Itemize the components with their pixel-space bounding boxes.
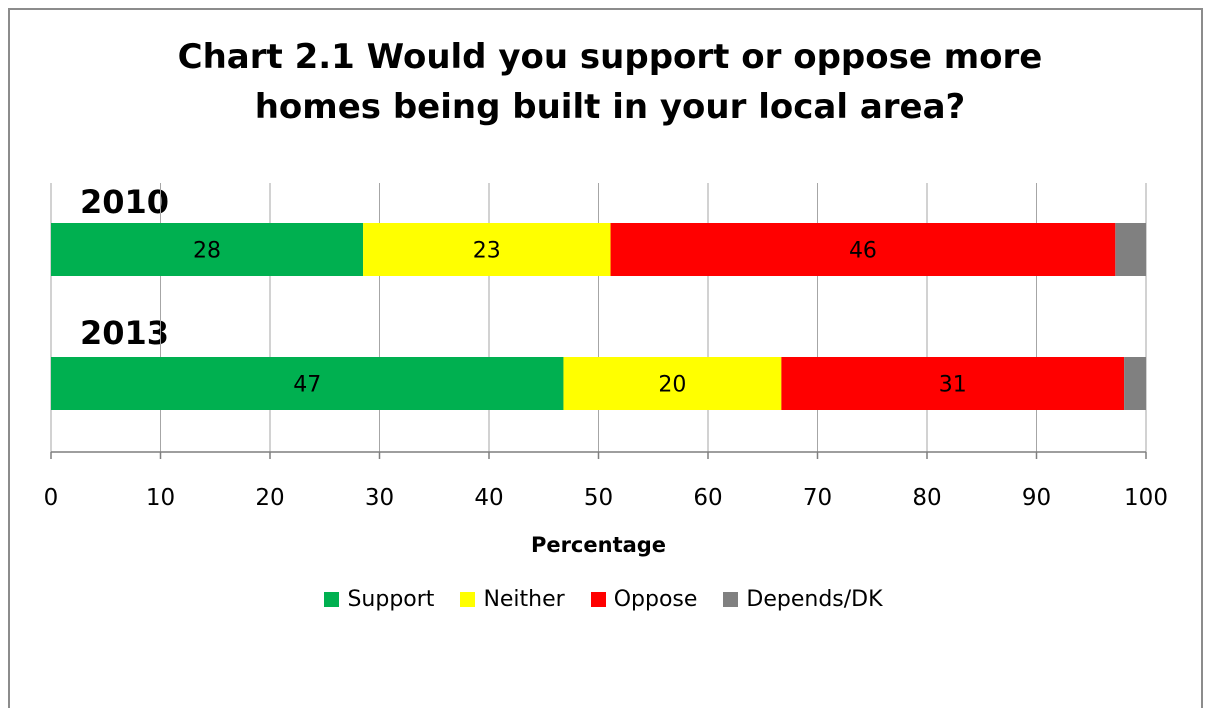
legend-swatch-support (324, 592, 340, 607)
x-tick-label-20: 20 (255, 485, 284, 511)
legend-label-depends-dk: Depends/DK (746, 587, 883, 612)
x-tick-label-40: 40 (474, 485, 503, 511)
bar-2010-neither (363, 223, 611, 276)
bar-2010-support (51, 223, 364, 276)
x-tick-label-0: 0 (44, 485, 59, 511)
legend-item-neither: Neither (460, 587, 565, 612)
legend-item-oppose: Oppose (590, 587, 698, 612)
data-label-2013-neither: 20 (658, 373, 686, 398)
x-axis-title: Percentage (531, 533, 666, 557)
x-tick-label-10: 10 (146, 485, 175, 511)
legend-item-depends-dk: Depends/DK (723, 587, 883, 612)
data-label-2013-support: 47 (293, 373, 321, 398)
x-tick-label-100: 100 (1124, 485, 1168, 511)
data-label-2010-neither: 23 (473, 239, 501, 264)
data-label-2013-oppose: 31 (939, 373, 967, 398)
x-tick-label-70: 70 (803, 485, 832, 511)
legend-swatch-oppose (590, 592, 606, 607)
data-label-2010-oppose: 46 (849, 239, 877, 264)
x-tick-label-50: 50 (584, 485, 613, 511)
bar-2013-depends-dk (1124, 357, 1146, 410)
bar-2013-support (51, 357, 564, 410)
legend-swatch-depends-dk (723, 592, 739, 607)
category-label-2013: 2013 (80, 314, 170, 352)
x-tick-label-80: 80 (912, 485, 941, 511)
bar-2010-depends-dk (1115, 223, 1146, 276)
data-label-2010-support: 28 (193, 239, 221, 264)
chart-plot: 28 23 46 47 20 31 0 10 20 30 40 50 60 70 80 90 100 Percen… (44, 183, 1168, 557)
legend-label-oppose: Oppose (613, 587, 698, 612)
legend-label-support: Support (347, 587, 435, 612)
legend-item-support: Support (324, 587, 434, 612)
legend: Support Neither Oppose Depends/DK (0, 587, 1207, 612)
x-tick-label-60: 60 (693, 485, 722, 511)
chart-frame (8, 8, 1203, 708)
chart-title-line-1: Chart 2.1 Would you support or oppose mo… (177, 37, 1043, 77)
bar-2013-oppose (781, 357, 1125, 410)
legend-label-neither: Neither (483, 587, 565, 612)
legend-swatch-neither (460, 592, 476, 607)
chart-title-line-2: homes being built in your local area? (254, 87, 966, 127)
bar-2013-neither (563, 357, 782, 410)
x-tick-label-30: 30 (365, 485, 394, 511)
category-label-2010: 2010 (80, 183, 170, 221)
bar-2010-oppose (610, 223, 1116, 276)
x-tick-label-90: 90 (1022, 485, 1051, 511)
